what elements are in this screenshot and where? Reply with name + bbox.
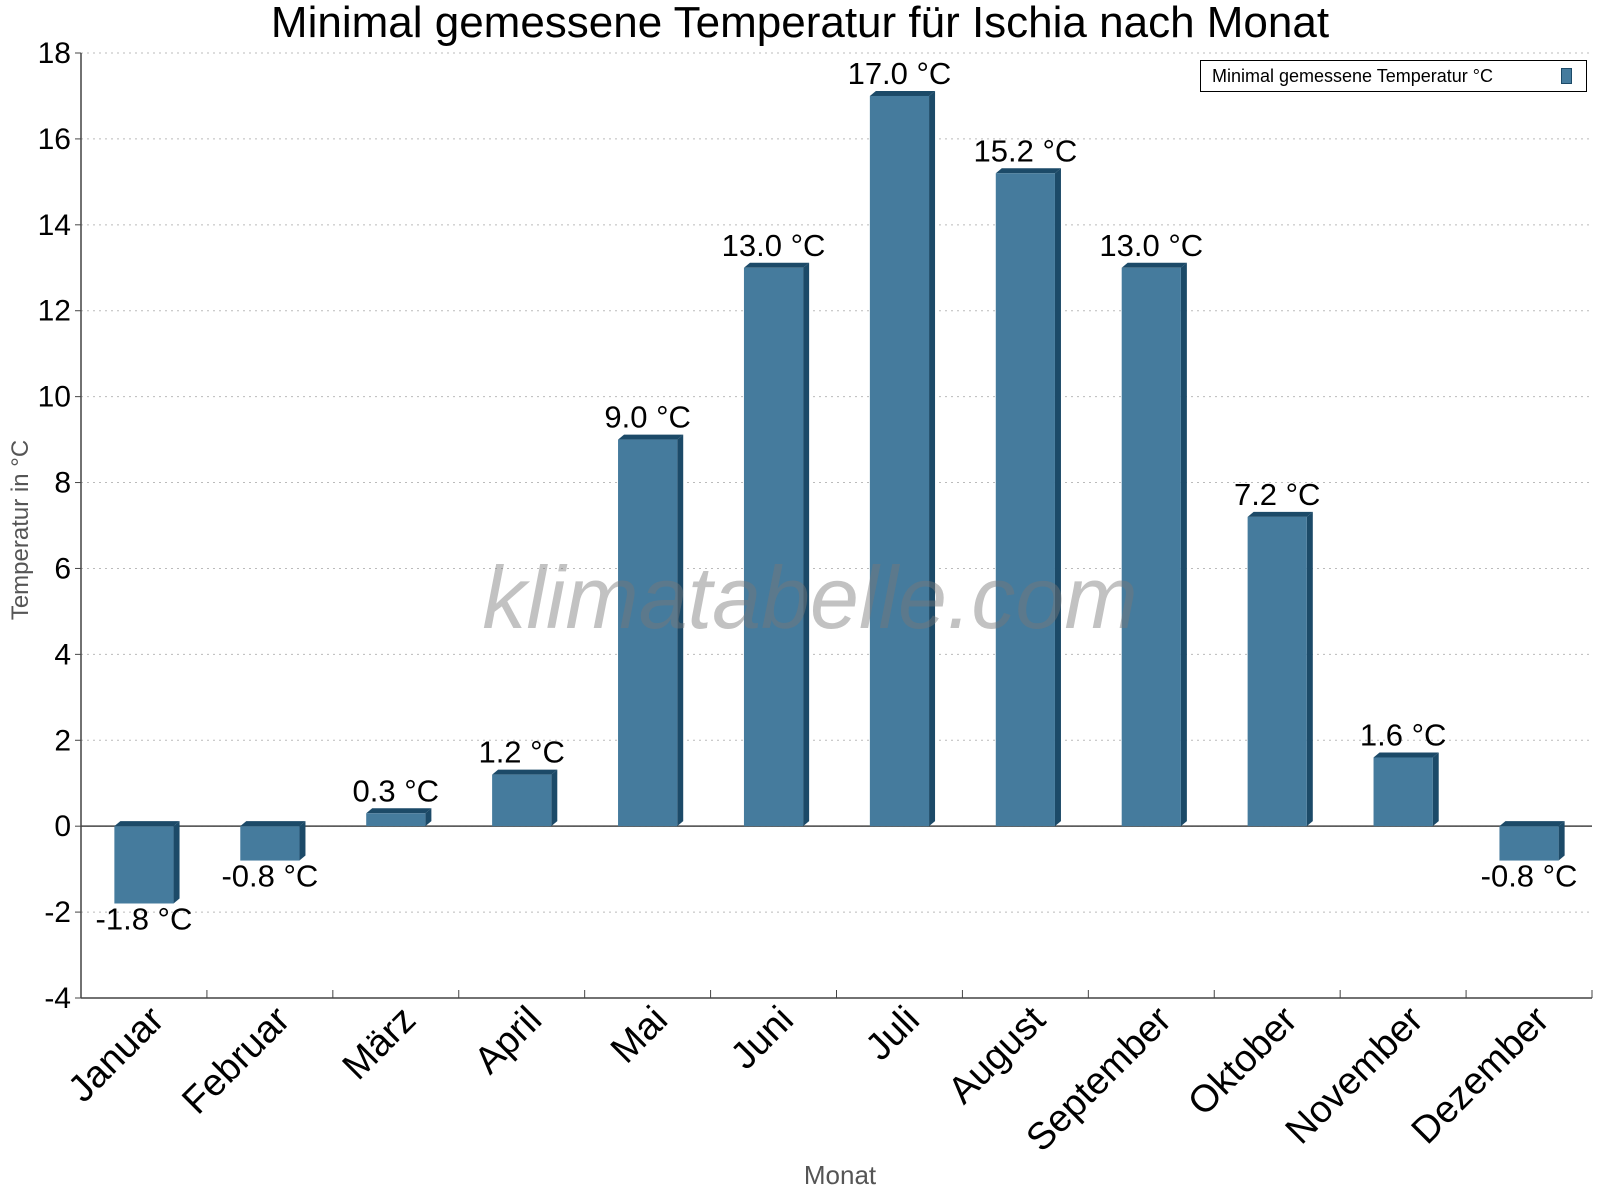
bar-februar	[240, 821, 306, 861]
bar-top	[114, 821, 180, 827]
data-label: -1.8 °C	[96, 902, 193, 937]
x-tick-label: März	[335, 999, 424, 1088]
bar-side	[803, 262, 810, 827]
bar-november	[1373, 752, 1439, 827]
bar-side	[299, 821, 306, 861]
bar	[869, 95, 930, 827]
bar-side	[173, 821, 180, 904]
bar-side	[551, 769, 558, 827]
legend-swatch	[1561, 68, 1572, 84]
y-tick-label: 4	[54, 638, 71, 671]
bar-top	[618, 434, 684, 440]
data-label: 9.0 °C	[604, 400, 691, 435]
y-tick-label: 6	[54, 552, 71, 585]
bar	[366, 813, 426, 827]
y-tick-label: 16	[38, 123, 71, 156]
x-tick-label: Dezember	[1404, 998, 1558, 1152]
bar	[995, 173, 1055, 827]
bar	[1499, 826, 1559, 861]
y-tick-label: -4	[44, 982, 71, 1015]
bar-januar	[114, 821, 180, 904]
y-tick-label: 14	[38, 209, 71, 242]
legend: Minimal gemessene Temperatur °C	[1200, 60, 1587, 92]
data-label: 7.2 °C	[1234, 477, 1321, 512]
bar-top	[492, 769, 558, 775]
x-tick-label: Januar	[60, 998, 172, 1110]
bar	[114, 826, 174, 904]
data-label: -0.8 °C	[1481, 859, 1578, 894]
bar-side	[1306, 511, 1313, 827]
bar	[1121, 267, 1181, 827]
bar	[1373, 757, 1433, 827]
bar-side	[1558, 821, 1565, 861]
data-label: 1.2 °C	[478, 735, 565, 770]
bar	[743, 267, 804, 827]
y-tick-label: 12	[38, 295, 71, 328]
watermark: klimatabelle.com	[482, 548, 1138, 647]
bar-top	[869, 90, 936, 96]
y-tick-label: 8	[54, 467, 71, 500]
bar-mai	[618, 434, 684, 827]
x-tick-label: Juli	[858, 999, 928, 1069]
data-label: 0.3 °C	[353, 773, 440, 808]
bar-september	[1121, 262, 1187, 827]
legend-label: Minimal gemessene Temperatur °C	[1212, 66, 1493, 86]
bar-juni	[743, 262, 810, 827]
data-label: -0.8 °C	[221, 859, 318, 894]
bar-top	[1247, 511, 1313, 517]
bar-juli	[869, 90, 936, 827]
bar	[1247, 516, 1307, 827]
bar-top	[995, 168, 1061, 174]
bar-top	[1373, 752, 1439, 758]
data-label: 13.0 °C	[722, 228, 826, 263]
bar	[492, 774, 552, 827]
y-tick-label: 10	[38, 381, 71, 414]
data-label: 17.0 °C	[848, 56, 952, 91]
bar-top	[1121, 262, 1187, 268]
y-tick-label: -2	[44, 896, 71, 929]
x-tick-label: Juni	[723, 999, 802, 1078]
data-label: 13.0 °C	[1099, 228, 1203, 263]
bar-märz	[366, 808, 432, 827]
data-label: 1.6 °C	[1360, 717, 1447, 752]
bar-side	[425, 808, 432, 827]
y-axis-title: Temperatur in °C	[7, 439, 34, 621]
bar-top	[240, 821, 306, 827]
y-tick-label: 18	[38, 37, 71, 70]
bar-april	[492, 769, 558, 827]
x-tick-label: Mai	[603, 999, 676, 1072]
bar	[618, 439, 678, 827]
x-tick-label: April	[467, 999, 550, 1082]
y-tick-label: 0	[54, 810, 71, 843]
bar-side	[677, 434, 684, 827]
x-tick-label: August	[940, 998, 1054, 1112]
x-axis-title: Monat	[803, 1160, 877, 1190]
chart-title: Minimal gemessene Temperatur für Ischia …	[270, 0, 1330, 47]
y-tick-label: 2	[54, 724, 71, 757]
x-tick-label: Oktober	[1180, 998, 1306, 1124]
bar	[240, 826, 300, 861]
bar-side	[1054, 168, 1061, 827]
data-label: 15.2 °C	[974, 133, 1078, 168]
bar-top	[743, 262, 810, 268]
bar-august	[995, 168, 1061, 827]
bar-oktober	[1247, 511, 1313, 827]
x-tick-label: Februar	[174, 998, 298, 1122]
bar-side	[1432, 752, 1439, 827]
bar-top	[366, 808, 432, 814]
bar-top	[1499, 821, 1565, 827]
x-tick-label: November	[1278, 998, 1432, 1152]
bar-side	[929, 90, 936, 827]
bar-side	[1180, 262, 1187, 827]
bar-dezember	[1499, 821, 1565, 861]
